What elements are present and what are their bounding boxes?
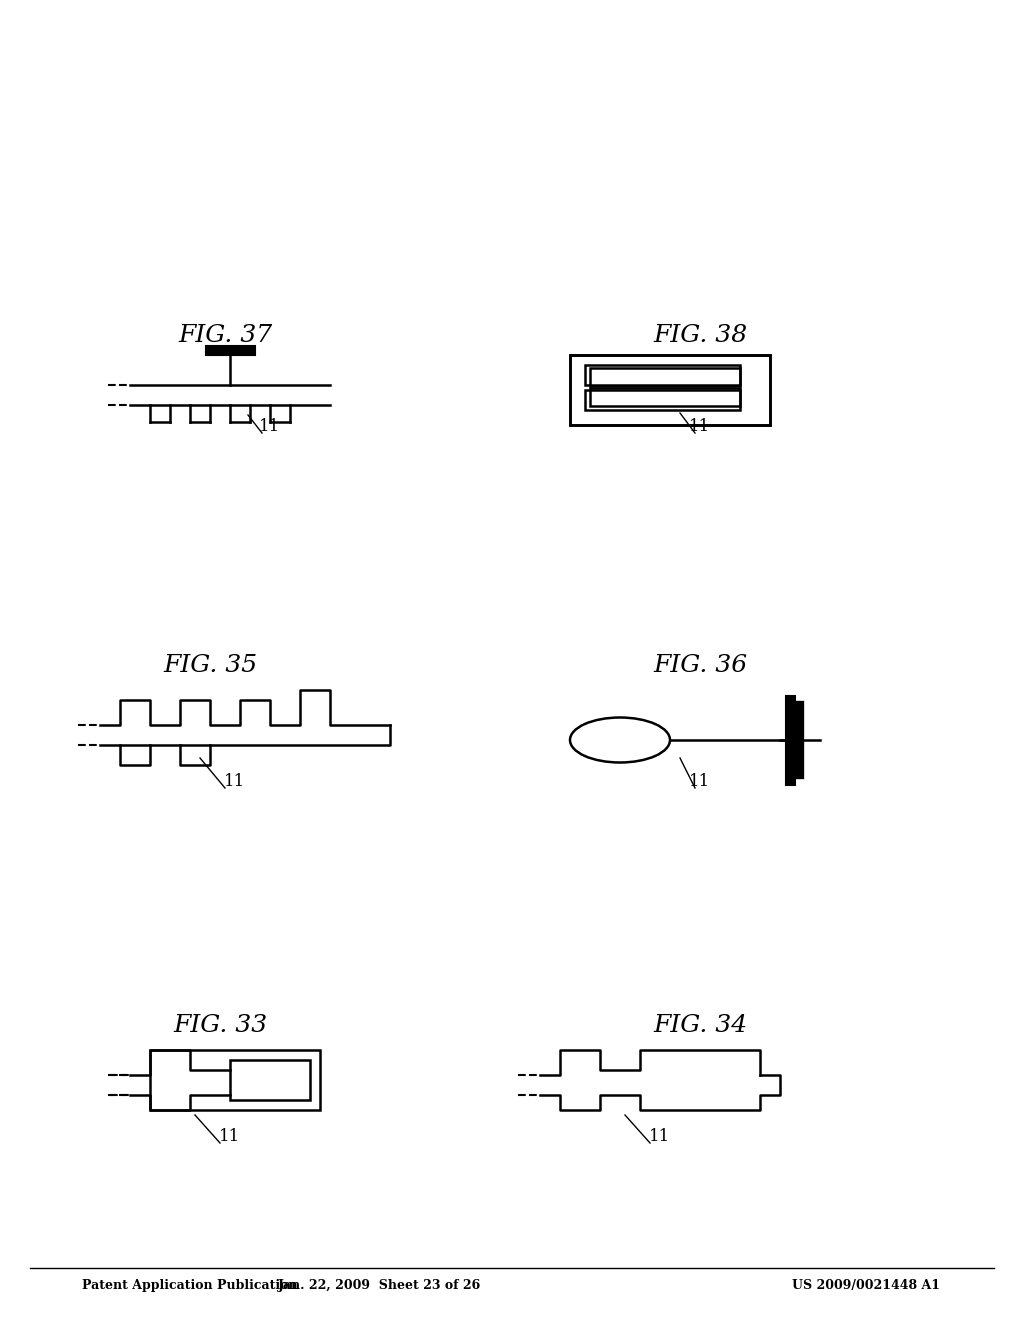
Text: 11: 11 <box>689 418 711 436</box>
Text: 11: 11 <box>219 1129 241 1144</box>
Text: FIG. 34: FIG. 34 <box>653 1014 748 1036</box>
Text: FIG. 37: FIG. 37 <box>178 323 272 346</box>
Bar <box>570 355 770 425</box>
Bar <box>585 389 740 411</box>
Text: Jan. 22, 2009  Sheet 23 of 26: Jan. 22, 2009 Sheet 23 of 26 <box>279 1279 481 1291</box>
Text: FIG. 38: FIG. 38 <box>653 323 748 346</box>
Bar <box>585 366 740 385</box>
Bar <box>570 355 770 425</box>
Text: Patent Application Publication: Patent Application Publication <box>82 1279 298 1291</box>
Text: FIG. 36: FIG. 36 <box>653 653 748 676</box>
Bar <box>230 1060 310 1100</box>
Bar <box>150 1049 319 1110</box>
Bar <box>590 388 740 407</box>
Text: 11: 11 <box>259 418 281 436</box>
Text: FIG. 35: FIG. 35 <box>163 653 257 676</box>
Text: 11: 11 <box>224 774 246 789</box>
Text: 11: 11 <box>649 1129 671 1144</box>
Text: FIG. 33: FIG. 33 <box>173 1014 267 1036</box>
Text: US 2009/0021448 A1: US 2009/0021448 A1 <box>792 1279 940 1291</box>
Bar <box>590 368 740 385</box>
Text: 11: 11 <box>689 774 711 789</box>
